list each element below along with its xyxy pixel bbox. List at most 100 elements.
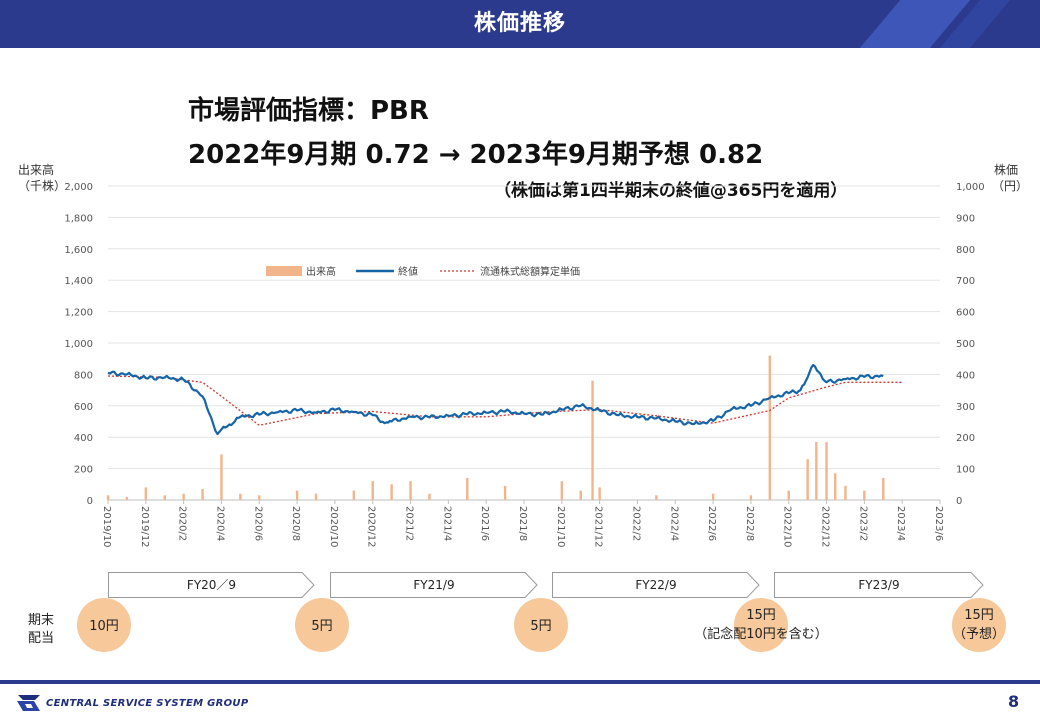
dividend-text-1: 10円 (74, 617, 134, 636)
close-price-line (107, 363, 884, 436)
volume-bar (201, 489, 204, 500)
volume-bar (258, 495, 261, 500)
x-tick-label: 2021/6 (479, 506, 490, 541)
x-tick-label: 2022/6 (706, 506, 717, 541)
volume-bar (125, 496, 129, 500)
volume-bar (314, 493, 318, 500)
legend-volume-swatch (266, 266, 302, 276)
volume-bar (295, 490, 299, 500)
fy-arrow-fy23: FY23/9 (774, 572, 984, 598)
pbr-values: 2022年9月期 0.72 → 2023年9月期予想 0.82 (188, 140, 764, 170)
dividend-5-amount: 15円 (964, 608, 994, 623)
volume-bar (503, 485, 507, 500)
dividend-text-3: 5円 (511, 617, 571, 636)
y-right-tick-label: 900 (956, 213, 975, 224)
dividend-2-amount: 5円 (311, 619, 333, 634)
y-left-tick-label: 1,600 (64, 245, 93, 256)
x-tick-label: 2022/10 (782, 506, 793, 548)
x-tick-label: 2019/12 (139, 506, 150, 548)
volume-bar (371, 481, 374, 500)
fy-arrow-fy22: FY22/9 (552, 572, 760, 598)
fy-label-fy20: FY20／9 (186, 578, 237, 592)
right-axis-title-line2: （円） (992, 179, 1029, 193)
fy-label-fy22: FY22/9 (635, 578, 677, 592)
volume-bar (466, 478, 469, 500)
y-right-tick-label: 200 (956, 433, 975, 444)
x-tick-label: 2022/8 (744, 506, 755, 541)
x-tick-label: 2023/4 (895, 506, 906, 541)
dividend-label-line1: 期末 (28, 613, 55, 628)
company-name: CENTRAL SERVICE SYSTEM GROUP (46, 698, 249, 709)
x-tick-label: 2021/2 (404, 506, 415, 541)
x-tick-label: 2020/8 (290, 506, 301, 541)
y-left-tick-label: 200 (74, 465, 93, 476)
dividend-1-amount: 10円 (89, 619, 119, 634)
volume-bar (239, 493, 242, 500)
dividend-text-4: 15円 （記念配10円を含む） (681, 606, 841, 644)
y-left-tick-label: 2,000 (64, 182, 93, 193)
header-bar: 株価推移 (0, 0, 1040, 48)
volume-bar (815, 441, 818, 500)
y-left-tick-label: 1,400 (64, 276, 93, 287)
volume-bar (787, 490, 790, 500)
dividend-text-2: 5円 (292, 617, 352, 636)
volume-bar (390, 484, 393, 500)
y-left-tick-label: 1,200 (64, 308, 93, 319)
legend-reference-label: 流通株式総額算定単価 (480, 265, 580, 278)
right-axis-title: 株価 （円） (992, 162, 1028, 194)
y-right-tick-label: 0 (956, 496, 962, 507)
y-right-tick-label: 100 (956, 465, 975, 476)
dividend-circle-4 (734, 598, 788, 652)
volume-bar (182, 493, 185, 500)
volume-bar (352, 490, 356, 500)
volume-bar (598, 487, 601, 500)
pbr-headline: 市場評価指標：PBR (188, 96, 429, 126)
dividend-4-note: （記念配10円を含む） (694, 627, 828, 642)
y-right-tick-label: 500 (956, 339, 975, 350)
y-right-tick-label: 400 (956, 370, 975, 381)
dividend-circle-2 (295, 598, 349, 652)
stock-chart: 2,000 1,000 1,800 900 1,600 800 1,400 700 1,200 6… (64, 182, 985, 548)
volume-bar (711, 493, 715, 500)
volume-bar (863, 490, 866, 500)
volume-bar (844, 485, 847, 500)
fy-label-fy23: FY23/9 (858, 578, 900, 592)
y-left-tick-label: 600 (74, 402, 93, 413)
volume-bar (220, 454, 223, 500)
page-number: 8 (1008, 692, 1020, 711)
volume-bar (882, 478, 885, 500)
left-axis-title-line1: 出来高 (18, 163, 55, 177)
y-right-tick-label: 600 (956, 308, 975, 319)
right-axis-title-line1: 株価 (994, 163, 1019, 177)
legend-volume-label: 出来高 (306, 265, 336, 278)
volume-bar (106, 495, 110, 500)
dividend-text-5: 15円 （予想） (944, 606, 1014, 644)
x-tick-label: 2020/4 (214, 506, 225, 541)
volume-bar (428, 493, 431, 500)
volume-bar (579, 490, 582, 500)
y-right-tick-label: 1,000 (956, 182, 985, 193)
volume-bar (144, 487, 148, 500)
dividend-row-label: 期末 配当 (28, 612, 54, 648)
x-tick-label: 2023/2 (857, 506, 868, 541)
x-tick-label: 2023/6 (933, 506, 944, 541)
company-logo-icon (17, 695, 40, 711)
y-left-tick-label: 400 (74, 433, 93, 444)
x-tick-label: 2019/10 (101, 506, 112, 548)
y-left-tick-label: 1,000 (64, 339, 93, 350)
dividend-circle-3 (514, 598, 568, 652)
volume-bar (655, 495, 658, 500)
y-left-tick-label: 1,800 (64, 213, 93, 224)
volume-bar (163, 495, 166, 500)
y-left-tick-label: 800 (74, 370, 93, 381)
x-tick-label: 2022/4 (668, 506, 679, 541)
x-tick-label: 2021/10 (555, 506, 566, 548)
dividend-circle-1 (77, 598, 131, 652)
y-right-tick-label: 800 (956, 245, 975, 256)
x-tick-label: 2022/2 (630, 506, 641, 541)
left-axis-title-line2: （千株） (18, 179, 67, 193)
volume-bar (560, 481, 564, 500)
y-right-tick-label: 700 (956, 276, 975, 287)
dividend-4-amount: 15円 (746, 608, 776, 623)
y-right-tick-label: 300 (956, 402, 975, 413)
